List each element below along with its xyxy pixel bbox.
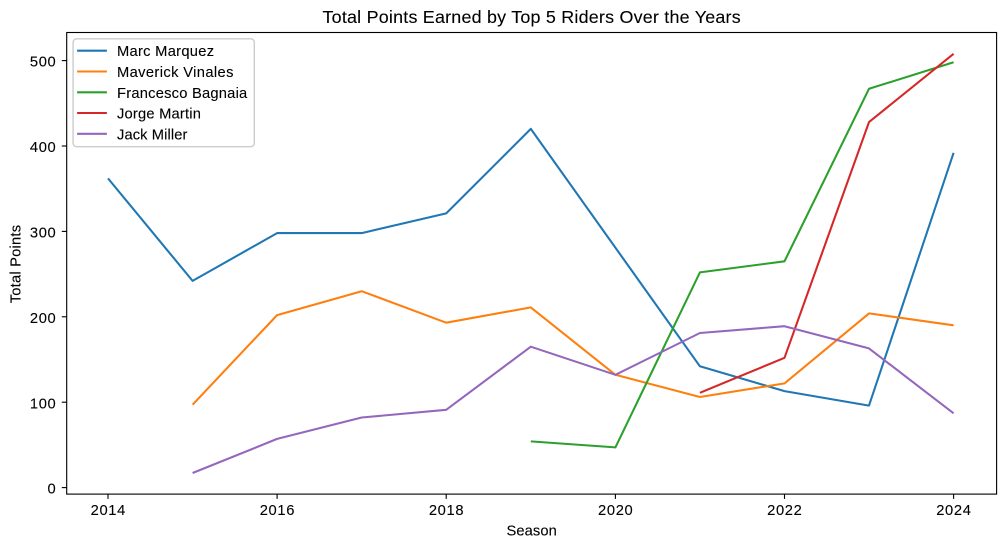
svg-text:Francesco Bagnaia: Francesco Bagnaia bbox=[117, 86, 248, 102]
svg-text:2014: 2014 bbox=[91, 503, 126, 519]
svg-text:400: 400 bbox=[30, 140, 57, 156]
svg-text:2020: 2020 bbox=[598, 503, 633, 519]
svg-text:2018: 2018 bbox=[429, 503, 464, 519]
svg-text:Marc Marquez: Marc Marquez bbox=[117, 44, 214, 60]
svg-text:300: 300 bbox=[30, 226, 57, 242]
svg-text:Jorge Martin: Jorge Martin bbox=[117, 107, 201, 123]
svg-text:Jack Miller: Jack Miller bbox=[117, 127, 187, 143]
svg-text:500: 500 bbox=[30, 55, 57, 71]
svg-text:2022: 2022 bbox=[767, 503, 802, 519]
svg-text:200: 200 bbox=[30, 311, 57, 327]
svg-text:Total Points Earned by Top 5 R: Total Points Earned by Top 5 Riders Over… bbox=[322, 7, 740, 27]
svg-text:Maverick Vinales: Maverick Vinales bbox=[117, 65, 234, 81]
svg-text:Season: Season bbox=[507, 523, 557, 539]
svg-text:0: 0 bbox=[48, 482, 57, 498]
svg-text:100: 100 bbox=[30, 396, 57, 412]
svg-text:2024: 2024 bbox=[936, 503, 971, 519]
svg-text:Total Points: Total Points bbox=[9, 225, 25, 304]
svg-text:2016: 2016 bbox=[260, 503, 295, 519]
